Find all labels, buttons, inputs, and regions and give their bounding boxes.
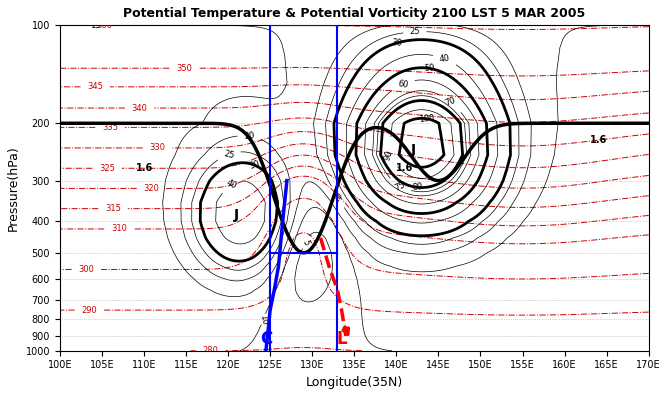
Text: 50: 50 — [424, 64, 436, 73]
Text: J: J — [234, 208, 239, 223]
Text: 330: 330 — [150, 143, 166, 152]
Text: 345: 345 — [88, 82, 103, 91]
Title: Potential Temperature & Potential Vorticity 2100 LST 5 MAR 2005: Potential Temperature & Potential Vortic… — [123, 7, 585, 20]
Text: 280: 280 — [202, 346, 218, 355]
Text: 350: 350 — [176, 64, 192, 73]
Text: 40: 40 — [439, 53, 450, 64]
Text: 70: 70 — [444, 96, 457, 108]
Text: J: J — [411, 143, 415, 157]
Text: 325: 325 — [99, 164, 115, 173]
Text: L: L — [336, 330, 347, 348]
Text: 20: 20 — [331, 190, 345, 204]
Text: C: C — [260, 330, 272, 348]
Text: 30: 30 — [391, 38, 403, 48]
Text: 10: 10 — [258, 313, 269, 325]
Text: 20: 20 — [244, 131, 255, 141]
Text: 360: 360 — [96, 21, 112, 30]
Text: 320: 320 — [144, 184, 160, 193]
Text: 315: 315 — [105, 204, 121, 213]
Text: 30: 30 — [248, 160, 261, 171]
Text: 290: 290 — [81, 306, 98, 314]
Text: 1.6: 1.6 — [590, 135, 607, 145]
Text: 25: 25 — [223, 149, 235, 160]
Text: 100: 100 — [419, 114, 435, 124]
Text: 25: 25 — [409, 27, 420, 36]
Text: 75: 75 — [393, 180, 407, 192]
Text: 15: 15 — [90, 21, 100, 30]
Text: 1.6: 1.6 — [396, 163, 413, 173]
Text: 80: 80 — [412, 183, 424, 192]
Text: 335: 335 — [102, 123, 118, 132]
Text: 5: 5 — [300, 238, 311, 246]
Text: 90: 90 — [383, 148, 395, 161]
Text: 60: 60 — [397, 79, 409, 89]
Text: 40: 40 — [224, 178, 238, 191]
Y-axis label: Pressure(hPa): Pressure(hPa) — [7, 145, 20, 231]
Text: 1.6: 1.6 — [136, 163, 153, 173]
Text: 300: 300 — [78, 265, 94, 274]
Text: 340: 340 — [132, 103, 148, 112]
X-axis label: Longitude(35N): Longitude(35N) — [305, 376, 403, 389]
Text: 310: 310 — [111, 225, 127, 234]
